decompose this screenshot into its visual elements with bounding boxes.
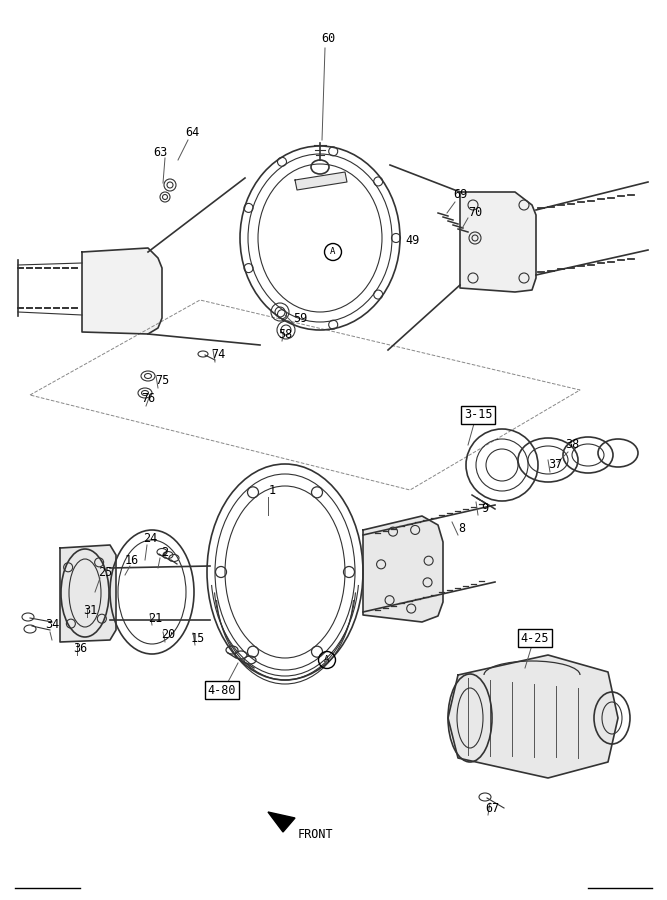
Text: 20: 20 [161, 628, 175, 642]
Text: 70: 70 [468, 205, 482, 219]
Text: A: A [324, 655, 329, 664]
Text: 21: 21 [148, 611, 162, 625]
Text: 58: 58 [278, 328, 292, 341]
Text: 64: 64 [185, 127, 199, 140]
Text: 60: 60 [321, 32, 335, 44]
Text: 38: 38 [565, 438, 579, 452]
Polygon shape [295, 172, 347, 190]
Text: 75: 75 [155, 374, 169, 386]
Polygon shape [363, 516, 443, 622]
Text: 34: 34 [45, 618, 59, 632]
Text: 31: 31 [83, 604, 97, 617]
Polygon shape [60, 545, 116, 642]
Text: 1: 1 [268, 483, 275, 497]
Text: A: A [330, 248, 336, 256]
Text: 74: 74 [211, 348, 225, 362]
Text: FRONT: FRONT [297, 829, 333, 842]
Text: 15: 15 [191, 632, 205, 644]
Polygon shape [448, 655, 618, 778]
Text: 2: 2 [161, 545, 169, 559]
Polygon shape [460, 192, 536, 292]
Text: 63: 63 [153, 146, 167, 158]
Text: 4-80: 4-80 [207, 683, 236, 697]
Text: 25: 25 [98, 565, 112, 579]
Text: 24: 24 [143, 532, 157, 544]
Text: 36: 36 [73, 642, 87, 654]
Text: 69: 69 [453, 188, 467, 202]
Polygon shape [82, 248, 162, 334]
Text: 67: 67 [485, 802, 499, 814]
Text: 9: 9 [482, 501, 488, 515]
Text: 4-25: 4-25 [521, 632, 549, 644]
Text: 16: 16 [125, 554, 139, 566]
Text: 37: 37 [548, 458, 562, 472]
Text: 49: 49 [405, 233, 419, 247]
Text: 8: 8 [458, 521, 466, 535]
Text: 59: 59 [293, 311, 307, 325]
Text: 76: 76 [141, 392, 155, 404]
Text: 3-15: 3-15 [464, 409, 492, 421]
Polygon shape [268, 812, 295, 832]
